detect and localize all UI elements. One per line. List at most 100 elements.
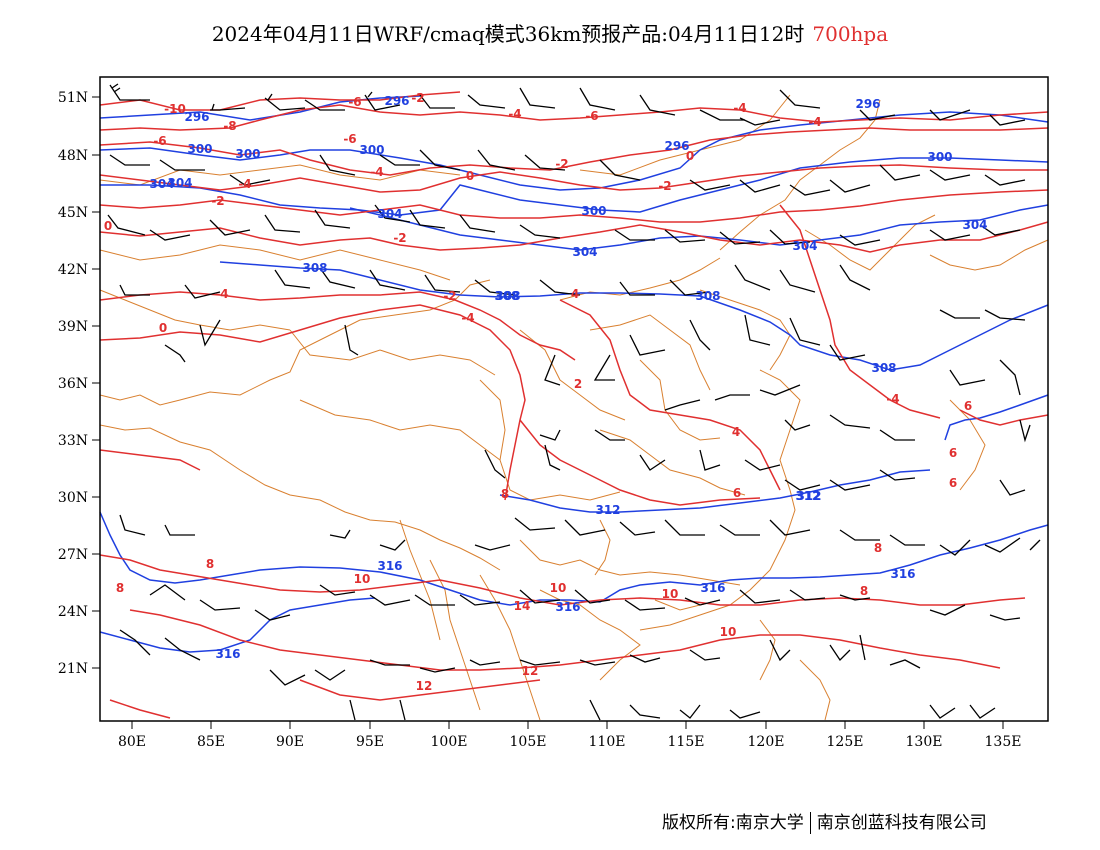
height-contour-label: 304 xyxy=(377,207,402,221)
lon-tick-label: 125E xyxy=(827,734,864,750)
temperature-contour-label: 10 xyxy=(662,587,679,601)
temperature-contour-label: 8 xyxy=(874,541,882,555)
temperature-contour-label: 8 xyxy=(206,557,214,571)
temperature-contour-label: 14 xyxy=(514,599,531,613)
chart-title: 2024年04月11日WRF/cmaq模式36km预报产品:04月11日12时 7… xyxy=(0,18,1100,47)
height-contour-label: 316 xyxy=(215,647,240,661)
temperature-contour-label: -6 xyxy=(153,134,166,148)
temperature-contour-label: -4 xyxy=(808,115,821,129)
temperature-labels: -10 -8 -6 -6 -4 -4 -2 -6 -4 -2 0 0 -2 0 -4 -2 -6 -4 -2 -4 4 -… xyxy=(104,91,972,693)
temperature-contour-label: 0 xyxy=(466,169,474,183)
temperature-contour-label: 10 xyxy=(354,572,371,586)
temperature-contour-label: 6 xyxy=(964,399,972,413)
height-contour-label: 316 xyxy=(890,567,915,581)
temperature-contour-label: 6 xyxy=(733,486,741,500)
lon-tick-label: 135E xyxy=(985,734,1022,750)
height-contour-label: 308 xyxy=(495,289,520,303)
temperature-contour-label: -6 xyxy=(348,95,361,109)
lat-tick-label: 48N xyxy=(58,148,88,164)
height-contour-label: 308 xyxy=(494,289,519,303)
footer-separator xyxy=(809,812,811,834)
height-contour-label: 308 xyxy=(871,361,896,375)
height-contour-label: 296 xyxy=(184,110,209,124)
lon-tick-label: 90E xyxy=(276,734,304,750)
temperature-contour-label: 12 xyxy=(416,679,433,693)
temperature-contour-label: 8 xyxy=(116,581,124,595)
temperature-contour-label: -4 xyxy=(886,392,899,406)
lon-tick-label: 100E xyxy=(431,734,468,750)
pressure-level: 700hpa xyxy=(812,22,889,46)
lon-tick-label: 95E xyxy=(356,734,384,750)
temperature-contour-label: 10 xyxy=(550,581,567,595)
latitude-axis: 51N 48N 45N 42N 39N 36N 33N 30N 27N 24N 21N xyxy=(58,90,100,677)
temperature-contour-label: 12 xyxy=(522,664,539,678)
height-contour-label: 300 xyxy=(235,147,260,161)
temperature-contour-label: -2 xyxy=(393,231,406,245)
temperature-contour-label: -2 xyxy=(555,157,568,171)
height-contour-label: 308 xyxy=(695,289,720,303)
temperature-contour-label: -4 xyxy=(370,165,383,179)
temperature-contour-label: -4 xyxy=(508,107,521,121)
footer-left: 版权所有:南京大学 xyxy=(662,813,804,833)
temperature-contour-label: 6 xyxy=(949,476,957,490)
longitude-axis: 80E 85E 90E 95E 100E 105E 110E 115E 120E 125E 130E… xyxy=(118,721,1022,750)
height-contour-label: 300 xyxy=(581,204,606,218)
lon-tick-label: 110E xyxy=(589,734,626,750)
title-main: 2024年04月11日WRF/cmaq模式36km预报产品:04月11日12时 xyxy=(211,22,805,46)
lon-tick-label: 130E xyxy=(906,734,943,750)
temperature-contour-label: -2 xyxy=(443,289,456,303)
lat-tick-label: 27N xyxy=(58,547,88,563)
height-contour-label: 312 xyxy=(795,489,820,503)
height-contour-label: 304 xyxy=(167,176,192,190)
map-frame xyxy=(99,76,1049,722)
lat-tick-label: 30N xyxy=(58,490,88,506)
height-contour-label: 312 xyxy=(796,489,821,503)
lon-tick-label: 85E xyxy=(197,734,225,750)
temperature-contour-label: 8 xyxy=(860,584,868,598)
height-labels: 296 300 304 300 304 308 300 304 296 304 300 308 308 2… xyxy=(149,94,987,661)
lat-tick-label: 33N xyxy=(58,433,88,449)
lon-tick-label: 115E xyxy=(668,734,705,750)
lon-tick-label: 105E xyxy=(510,734,547,750)
lat-tick-label: 24N xyxy=(58,604,88,620)
height-contour-label: 300 xyxy=(187,142,212,156)
height-contour-label: 304 xyxy=(962,218,987,232)
temperature-contour-label: 6 xyxy=(949,446,957,460)
temperature-contour-label: 4 xyxy=(571,287,579,301)
height-contours xyxy=(99,95,1049,653)
footer-right: 南京创蓝科技有限公司 xyxy=(816,813,987,833)
temperature-contour-label: -6 xyxy=(585,109,598,123)
temperature-contour-label: -4 xyxy=(215,287,228,301)
wind-barbs xyxy=(107,83,1041,721)
lat-tick-label: 39N xyxy=(58,319,88,335)
lat-tick-label: 45N xyxy=(58,205,88,221)
lat-tick-label: 21N xyxy=(58,661,88,677)
height-contour-label: 316 xyxy=(555,600,580,614)
height-contour-label: 296 xyxy=(384,94,409,108)
temperature-contour-label: -2 xyxy=(411,91,424,105)
temperature-contour-label: -4 xyxy=(461,311,474,325)
temperature-contour-label: -4 xyxy=(238,177,251,191)
lat-tick-label: 42N xyxy=(58,262,88,278)
temperature-contour-label: 2 xyxy=(574,377,582,391)
temperature-contour-label: -10 xyxy=(164,102,186,116)
copyright-footer: 版权所有:南京大学 南京创蓝科技有限公司 xyxy=(662,808,987,834)
temperature-contour-label: -6 xyxy=(343,132,356,146)
temperature-contour-label: -4 xyxy=(733,101,746,115)
temperature-contour-label: 0 xyxy=(686,149,694,163)
height-contour-label: 308 xyxy=(302,261,327,275)
lon-tick-label: 80E xyxy=(118,734,146,750)
height-contour-label: 300 xyxy=(359,143,384,157)
height-contour-label: 304 xyxy=(572,245,597,259)
lat-tick-label: 36N xyxy=(58,376,88,392)
height-contour-label: 304 xyxy=(149,177,174,191)
height-contour-label: 296 xyxy=(664,139,689,153)
lon-tick-label: 120E xyxy=(748,734,785,750)
height-contour-label: 316 xyxy=(700,581,725,595)
lat-tick-label: 51N xyxy=(58,90,88,106)
temperature-contour-label: 10 xyxy=(720,625,737,639)
height-contour-label: 296 xyxy=(855,97,880,111)
temperature-contour-label: -8 xyxy=(223,119,236,133)
temperature-contour-label: 0 xyxy=(159,321,167,335)
height-contour-label: 316 xyxy=(377,559,402,573)
